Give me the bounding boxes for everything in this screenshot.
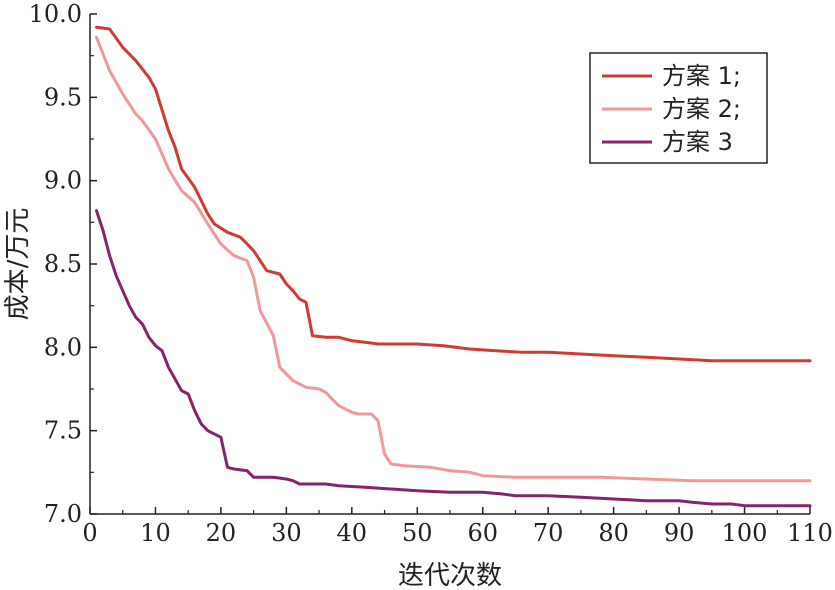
x-tick-label: 80 <box>598 519 629 547</box>
y-tick-label: 8.0 <box>44 333 82 361</box>
legend: 方案 1; 方案 2; 方案 3 <box>589 52 768 164</box>
y-tick-label: 9.5 <box>44 83 82 111</box>
x-tick-label: 100 <box>722 519 768 547</box>
y-tick-label: 10.0 <box>29 0 82 28</box>
axes: 0 10 20 30 40 50 60 70 80 90 100 110 7.0 7.5 8.0 8.5 9.0… <box>29 0 833 547</box>
x-tick-label: 50 <box>402 519 433 547</box>
series-line-1 <box>95 25 812 363</box>
x-tick-label: 90 <box>664 519 695 547</box>
x-tick-label: 0 <box>82 519 97 547</box>
legend-label-1: 方案 1; <box>662 62 741 90</box>
y-tick-label: 7.0 <box>44 500 82 528</box>
series-line-3 <box>95 209 812 508</box>
x-tick-label: 20 <box>206 519 237 547</box>
series-line-2 <box>95 35 812 483</box>
x-tick-label: 60 <box>467 519 498 547</box>
y-axis-title: 成本/万元 <box>3 208 33 321</box>
x-tick-label: 10 <box>140 519 171 547</box>
y-tick-label: 7.5 <box>44 417 82 445</box>
x-tick-label: 40 <box>337 519 368 547</box>
x-axis-title: 迭代次数 <box>398 561 502 590</box>
plot-area <box>95 25 812 508</box>
legend-label-3: 方案 3 <box>662 128 733 156</box>
legend-label-2: 方案 2; <box>662 95 741 123</box>
x-tick-label: 110 <box>787 519 833 547</box>
x-tick-label: 30 <box>271 519 302 547</box>
y-tick-label: 9.0 <box>44 167 82 195</box>
x-tick-label: 70 <box>533 519 564 547</box>
y-tick-label: 8.5 <box>44 250 82 278</box>
